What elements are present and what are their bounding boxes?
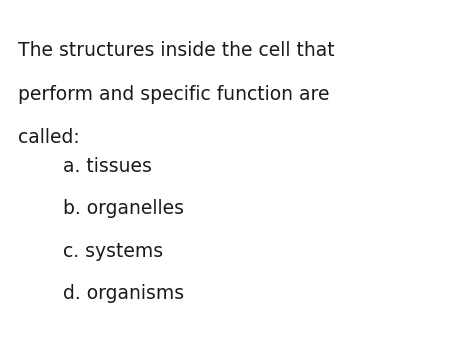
Text: d. organisms: d. organisms bbox=[63, 284, 184, 303]
Text: c. systems: c. systems bbox=[63, 242, 163, 261]
Text: The structures inside the cell that: The structures inside the cell that bbox=[18, 41, 335, 59]
Text: perform and specific function are: perform and specific function are bbox=[18, 84, 329, 103]
Text: a. tissues: a. tissues bbox=[63, 157, 152, 176]
Text: b. organelles: b. organelles bbox=[63, 199, 184, 218]
Text: called:: called: bbox=[18, 128, 80, 147]
